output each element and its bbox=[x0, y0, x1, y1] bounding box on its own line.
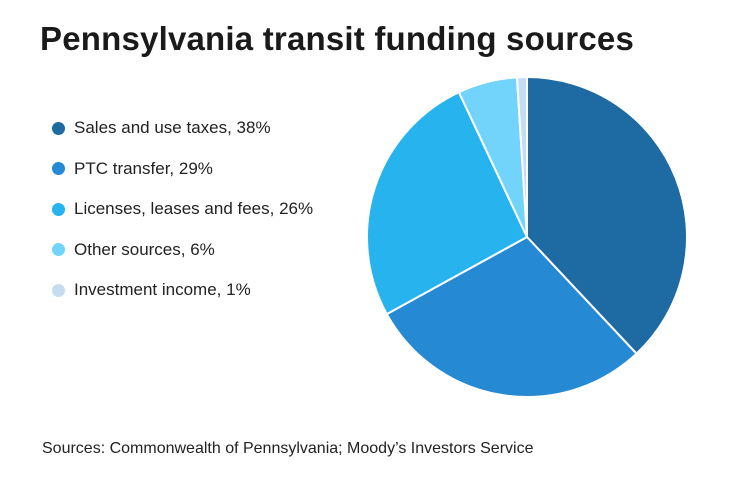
legend-item-licenses-leases-fees: Licenses, leases and fees, 26% bbox=[52, 189, 313, 230]
legend-item-sales-and-use-taxes: Sales and use taxes, 38% bbox=[52, 108, 313, 149]
legend-label: PTC transfer, 29% bbox=[74, 158, 213, 178]
source-note: Sources: Commonwealth of Pennsylvania; M… bbox=[42, 440, 534, 457]
legend-label: Licenses, leases and fees, 26% bbox=[74, 199, 314, 219]
pie-slice-investment-income bbox=[515, 76, 528, 238]
legend-swatch bbox=[52, 283, 65, 297]
chart-legend: Sales and use taxes, 38% PTC transfer, 2… bbox=[52, 108, 313, 311]
pie-slice-licenses-leases-and-fees bbox=[366, 91, 528, 316]
legend-label: Investment income, 1% bbox=[74, 280, 251, 300]
legend-swatch bbox=[52, 121, 65, 135]
pie-slice-ptc-transfer bbox=[385, 236, 638, 398]
legend-swatch bbox=[52, 202, 65, 216]
legend-item-other-sources: Other sources, 6% bbox=[52, 230, 313, 271]
legend-label: Sales and use taxes, 38% bbox=[74, 118, 271, 138]
legend-swatch bbox=[52, 162, 65, 176]
legend-item-ptc-transfer: PTC transfer, 29% bbox=[52, 149, 313, 190]
pie-slice-sales-and-use-taxes bbox=[526, 76, 688, 355]
chart-title: Pennsylvania transit funding sources bbox=[40, 20, 635, 57]
pie-chart bbox=[366, 76, 688, 398]
legend-swatch bbox=[52, 243, 65, 257]
legend-item-investment-income: Investment income, 1% bbox=[52, 270, 313, 311]
legend-label: Other sources, 6% bbox=[74, 239, 215, 259]
